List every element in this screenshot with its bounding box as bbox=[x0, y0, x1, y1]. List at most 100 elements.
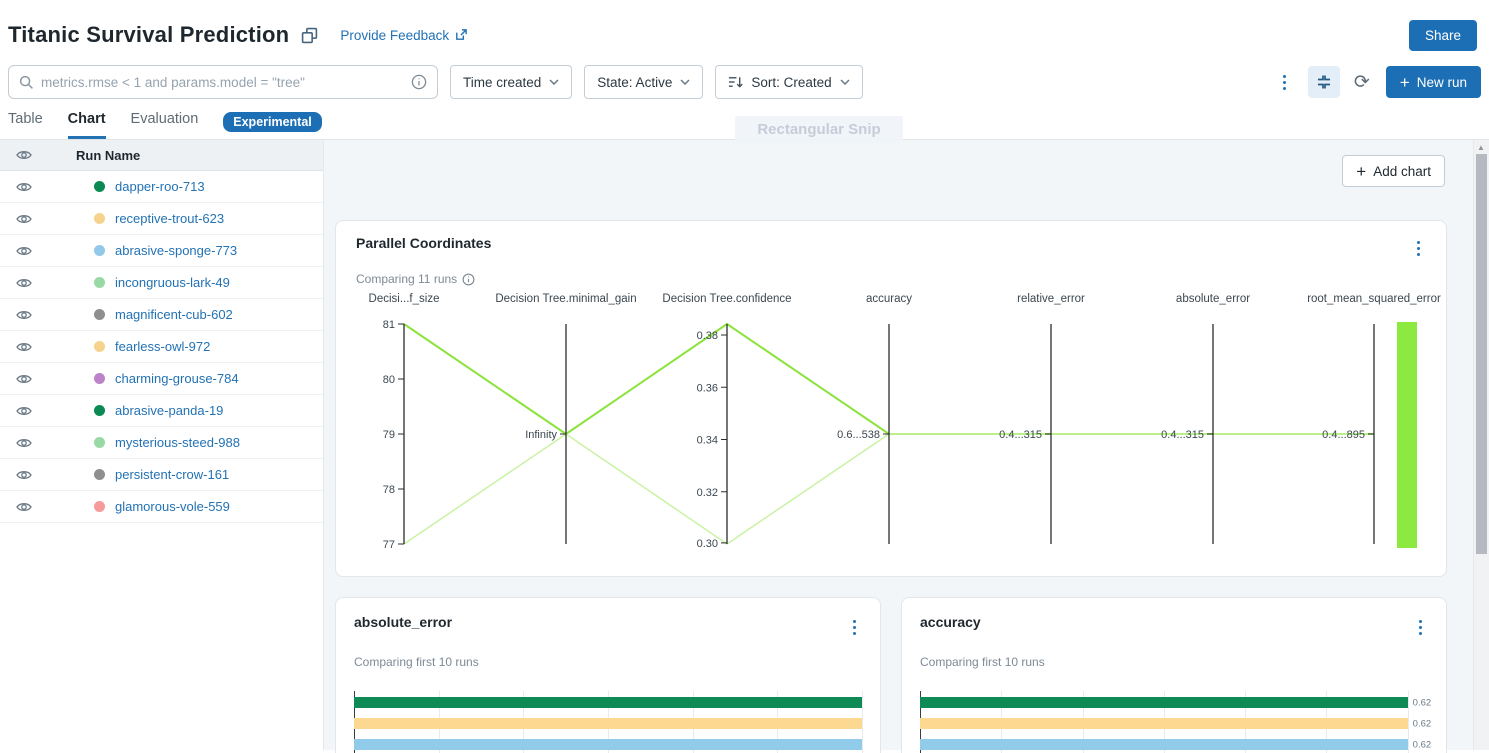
axis-label: Decisi...f_size bbox=[369, 293, 440, 305]
axis-value-label: Infinity bbox=[525, 429, 557, 441]
absolute-error-bar-plot[interactable] bbox=[354, 691, 863, 753]
chart-options-menu-icon[interactable] bbox=[1411, 235, 1426, 262]
run-name-link[interactable]: magnificent-cub-602 bbox=[115, 307, 233, 322]
bar-row bbox=[354, 718, 862, 729]
main-content: Run Name dapper-roo-713 receptive-trout-6… bbox=[0, 140, 1489, 753]
scrollbar-thumb[interactable] bbox=[1476, 154, 1487, 554]
info-icon[interactable] bbox=[462, 273, 475, 286]
bar-row: 0.62 bbox=[920, 739, 1431, 750]
axis-value-label: 0.4...315 bbox=[999, 429, 1042, 441]
run-row: dapper-roo-713 bbox=[0, 171, 323, 203]
run-row: abrasive-sponge-773 bbox=[0, 235, 323, 267]
run-name-link[interactable]: receptive-trout-623 bbox=[115, 211, 225, 226]
parallel-coordinates-plot[interactable]: Decisi...f_size 81 80 79 78 77 Decision Tree.m… bbox=[336, 288, 1446, 560]
bar[interactable] bbox=[354, 697, 862, 708]
search-box bbox=[8, 65, 438, 99]
run-row: glamorous-vole-559 bbox=[0, 491, 323, 523]
tab-evaluation[interactable]: Evaluation bbox=[130, 111, 199, 127]
tab-chart[interactable]: Chart bbox=[67, 111, 106, 139]
run-color-dot bbox=[94, 373, 105, 384]
new-run-button[interactable]: + New run bbox=[1385, 66, 1481, 98]
visibility-toggle-icon[interactable] bbox=[16, 499, 32, 515]
visibility-toggle-icon[interactable] bbox=[16, 371, 32, 387]
accuracy-bar-plot[interactable]: 0.62 0.62 0.62 bbox=[920, 691, 1431, 753]
share-button[interactable]: Share bbox=[1408, 19, 1477, 51]
run-color-dot bbox=[94, 405, 105, 416]
state-filter[interactable]: State: Active bbox=[584, 65, 704, 99]
visibility-toggle-icon[interactable] bbox=[16, 275, 32, 291]
bar[interactable] bbox=[920, 697, 1408, 708]
plus-icon: + bbox=[1399, 72, 1410, 92]
time-created-filter[interactable]: Time created bbox=[450, 65, 573, 99]
run-row: magnificent-cub-602 bbox=[0, 299, 323, 331]
run-row: incongruous-lark-49 bbox=[0, 267, 323, 299]
chart-options-menu-icon[interactable] bbox=[1413, 614, 1428, 641]
tick-label: 78 bbox=[383, 484, 395, 496]
overflow-menu-icon[interactable] bbox=[1277, 69, 1292, 96]
sort-dropdown[interactable]: Sort: Created bbox=[715, 65, 863, 99]
run-row: abrasive-panda-19 bbox=[0, 395, 323, 427]
axis-label: relative_error bbox=[1017, 293, 1085, 305]
tick-label: 0.34 bbox=[697, 435, 718, 447]
bar[interactable] bbox=[354, 739, 862, 750]
refresh-icon[interactable]: ⟳ bbox=[1353, 71, 1370, 93]
state-filter-label: State: Active bbox=[597, 74, 673, 90]
visibility-toggle-icon[interactable] bbox=[16, 467, 32, 483]
provide-feedback-link[interactable]: Provide Feedback bbox=[340, 28, 468, 43]
run-name-link[interactable]: abrasive-panda-19 bbox=[115, 403, 224, 418]
tick-label: 0.36 bbox=[697, 382, 718, 394]
grid-line bbox=[1407, 691, 1409, 753]
parallel-coordinates-svg: Decisi...f_size 81 80 79 78 77 Decision Tree.m… bbox=[369, 293, 1441, 551]
collapse-view-button[interactable] bbox=[1307, 66, 1340, 98]
search-input[interactable] bbox=[41, 74, 411, 90]
tick-label: 0.38 bbox=[697, 330, 718, 342]
page-title: Titanic Survival Prediction bbox=[8, 22, 290, 47]
parallel-coordinates-card-header: Parallel Coordinates bbox=[336, 235, 1446, 262]
tick-label: 80 bbox=[383, 374, 395, 386]
add-chart-label: Add chart bbox=[1373, 163, 1431, 179]
run-color-dot bbox=[94, 341, 105, 352]
visibility-toggle-icon[interactable] bbox=[16, 403, 32, 419]
chevron-down-icon bbox=[840, 79, 850, 85]
visibility-toggle-icon[interactable] bbox=[16, 339, 32, 355]
visibility-toggle-icon[interactable] bbox=[16, 211, 32, 227]
run-color-dot bbox=[94, 469, 105, 480]
visibility-toggle-icon[interactable] bbox=[16, 435, 32, 451]
run-name-link[interactable]: mysterious-steed-988 bbox=[115, 435, 240, 450]
visibility-toggle-all-icon[interactable] bbox=[16, 147, 32, 163]
tab-table[interactable]: Table bbox=[8, 111, 43, 127]
search-info-icon[interactable] bbox=[411, 74, 427, 90]
toolbar-right: ⟳ + New run bbox=[1277, 66, 1481, 98]
tick-label: 0.32 bbox=[697, 487, 718, 499]
chart-options-menu-icon[interactable] bbox=[847, 614, 862, 641]
run-name-link[interactable]: fearless-owl-972 bbox=[115, 339, 211, 354]
provide-feedback-label: Provide Feedback bbox=[340, 27, 450, 43]
visibility-toggle-icon[interactable] bbox=[16, 179, 32, 195]
run-name-link[interactable]: dapper-roo-713 bbox=[115, 179, 205, 194]
vertical-scrollbar[interactable]: ▲ bbox=[1473, 140, 1489, 750]
copy-icon[interactable] bbox=[301, 27, 318, 44]
colorbar bbox=[1397, 322, 1417, 548]
bar-row: 0.62 bbox=[920, 697, 1431, 708]
bar[interactable] bbox=[920, 739, 1408, 750]
add-chart-button[interactable]: + Add chart bbox=[1342, 155, 1445, 187]
run-name-link[interactable]: incongruous-lark-49 bbox=[115, 275, 230, 290]
visibility-toggle-icon[interactable] bbox=[16, 307, 32, 323]
run-row: receptive-trout-623 bbox=[0, 203, 323, 235]
controls-row: Time created State: Active Sort: Created bbox=[8, 65, 1481, 99]
run-row: persistent-crow-161 bbox=[0, 459, 323, 491]
visibility-toggle-icon[interactable] bbox=[16, 243, 32, 259]
scrollbar-up-arrow[interactable]: ▲ bbox=[1477, 143, 1485, 152]
tick-label: 81 bbox=[383, 319, 395, 331]
run-list-sidebar: Run Name dapper-roo-713 receptive-trout-6… bbox=[0, 140, 324, 750]
run-name-link[interactable]: glamorous-vole-559 bbox=[115, 499, 230, 514]
axis-label: Decision Tree.minimal_gain bbox=[495, 293, 636, 305]
run-name-link[interactable]: persistent-crow-161 bbox=[115, 467, 230, 482]
run-name-link[interactable]: charming-grouse-784 bbox=[115, 371, 239, 386]
new-run-label: New run bbox=[1416, 74, 1467, 90]
bar[interactable] bbox=[354, 718, 862, 729]
run-name-link[interactable]: abrasive-sponge-773 bbox=[115, 243, 238, 258]
axis-label: Decision Tree.confidence bbox=[662, 293, 791, 305]
bar[interactable] bbox=[920, 718, 1408, 729]
bar-value-label: 0.62 bbox=[1412, 718, 1432, 729]
